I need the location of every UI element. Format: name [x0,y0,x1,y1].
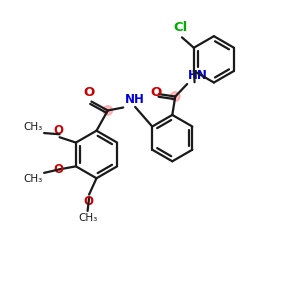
Text: O: O [53,163,63,176]
Text: O: O [83,195,94,208]
Text: O: O [83,85,95,99]
Text: CH₃: CH₃ [24,174,43,184]
Text: O: O [150,86,162,99]
Text: O: O [53,124,63,136]
Text: NH: NH [125,93,145,106]
Text: CH₃: CH₃ [24,122,43,132]
Circle shape [103,106,112,115]
Text: Cl: Cl [173,21,188,34]
Text: HN: HN [188,69,208,82]
Circle shape [170,92,180,101]
Text: CH₃: CH₃ [78,213,97,223]
